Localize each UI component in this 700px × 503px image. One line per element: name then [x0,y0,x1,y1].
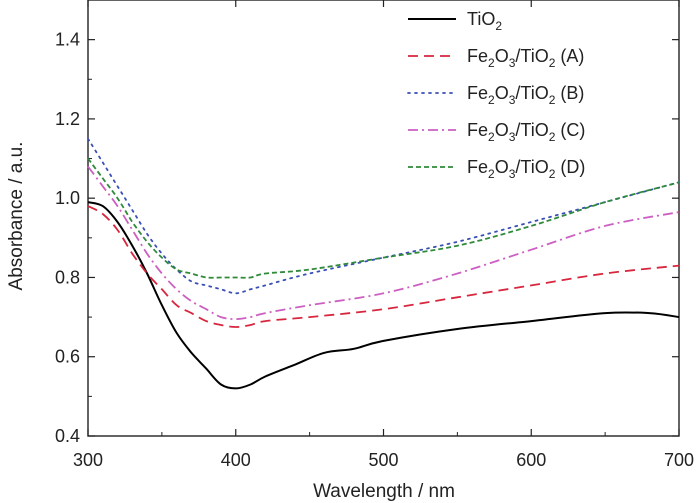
plot-frame [87,0,680,437]
legend: TiO2 Fe2O3/TiO2 (A) Fe2O3/TiO2 (B) Fe2O3/Ti… [407,9,585,181]
x-tick-label: 500 [368,450,398,470]
x-axis-label: Wavelength / nm [313,481,455,502]
series-lines [87,137,680,390]
x-tick-label: 400 [221,450,251,470]
legend-label-4: Fe2O3/TiO2 (C) [467,120,585,144]
y-tick-label: 0.8 [55,267,80,287]
x-tick-label: 600 [516,450,546,470]
legend-label-1: TiO2 [467,9,502,33]
series-line-4 [87,165,680,321]
series-line-1 [87,201,680,390]
y-tick-label: 0.6 [55,347,80,367]
series-line-5 [87,157,680,279]
series-line-3 [87,137,680,295]
y-tick-label: 1.0 [55,188,80,208]
y-axis-label: Absorbance / a.u. [6,142,27,291]
y-tick-label: 1.4 [55,30,80,50]
x-tick-label: 300 [73,450,103,470]
axis-ticks: 300 400 500 600 700 0.4 0.6 0.8 1.0 1.2 1.4 [55,0,694,470]
legend-label-3: Fe2O3/TiO2 (B) [467,83,584,107]
y-tick-label: 0.4 [55,426,80,446]
legend-label-2: Fe2O3/TiO2 (A) [467,46,584,70]
y-tick-label: 1.2 [55,109,80,129]
series-line-2 [87,205,680,328]
legend-label-5: Fe2O3/TiO2 (D) [467,157,585,181]
x-tick-label: 700 [664,450,694,470]
